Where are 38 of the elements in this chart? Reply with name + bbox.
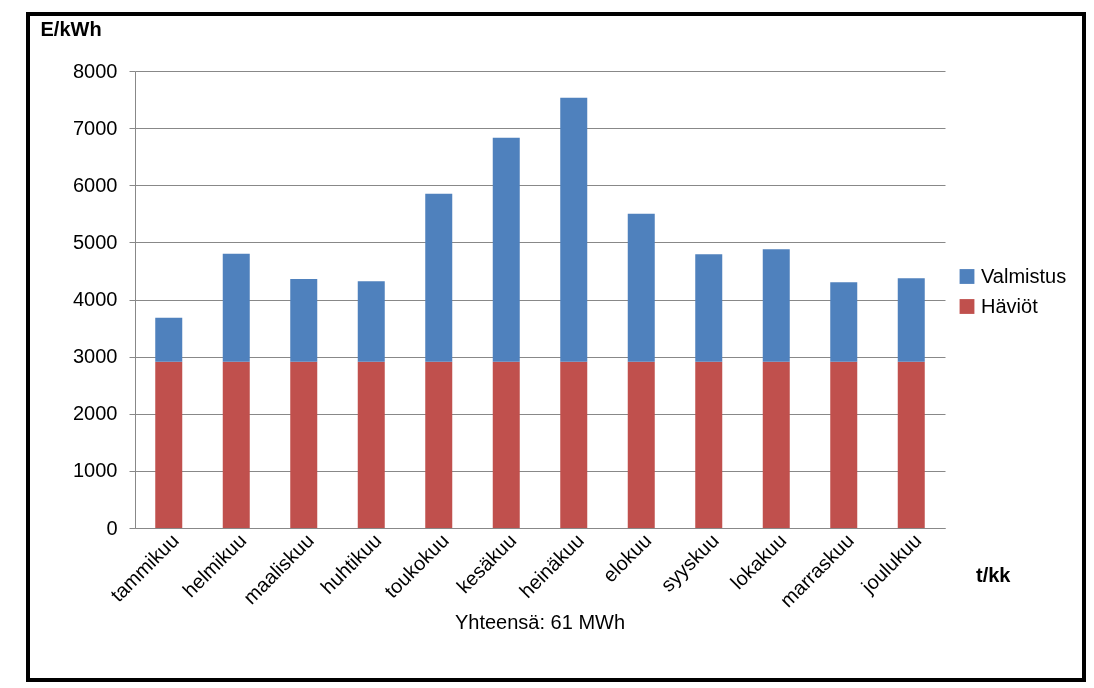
y-axis-title: E/kWh [40, 17, 102, 40]
y-tick-label: 3000 [73, 345, 118, 368]
bar [627, 213, 655, 362]
bar [695, 361, 723, 528]
text: Yhteensä: 61 MWh [454, 610, 626, 633]
bar [357, 281, 385, 362]
bar [222, 253, 250, 362]
y-tick-label: 5000 [73, 230, 118, 253]
y-tick-label: 8000 [73, 59, 118, 82]
bar [290, 361, 318, 528]
x-axis-title: t/kk [976, 563, 1012, 586]
bar [897, 278, 925, 362]
bar [222, 361, 250, 528]
bar [492, 361, 520, 528]
bar [560, 361, 588, 528]
bar [830, 361, 858, 528]
y-tick-label: 7000 [73, 116, 118, 139]
bar [897, 361, 925, 528]
bar [830, 282, 858, 362]
bar [155, 361, 183, 528]
legend-label: Häviöt [981, 294, 1039, 317]
bar [425, 193, 453, 362]
y-tick-label: 6000 [73, 173, 118, 196]
y-tick-label: 4000 [73, 288, 118, 310]
bar [492, 137, 520, 362]
y-tick-label: 1000 [73, 459, 118, 482]
bar [560, 97, 588, 362]
y-tick-label: 2000 [73, 402, 118, 425]
bar [627, 361, 655, 528]
bar [425, 361, 453, 528]
bar [695, 254, 723, 362]
bar [290, 278, 318, 362]
bar [357, 361, 385, 528]
bar [762, 249, 790, 362]
bar [155, 317, 183, 362]
legend-label: Valmistus [981, 264, 1067, 287]
y-tick-label: 0 [106, 516, 118, 539]
bar [762, 361, 790, 528]
